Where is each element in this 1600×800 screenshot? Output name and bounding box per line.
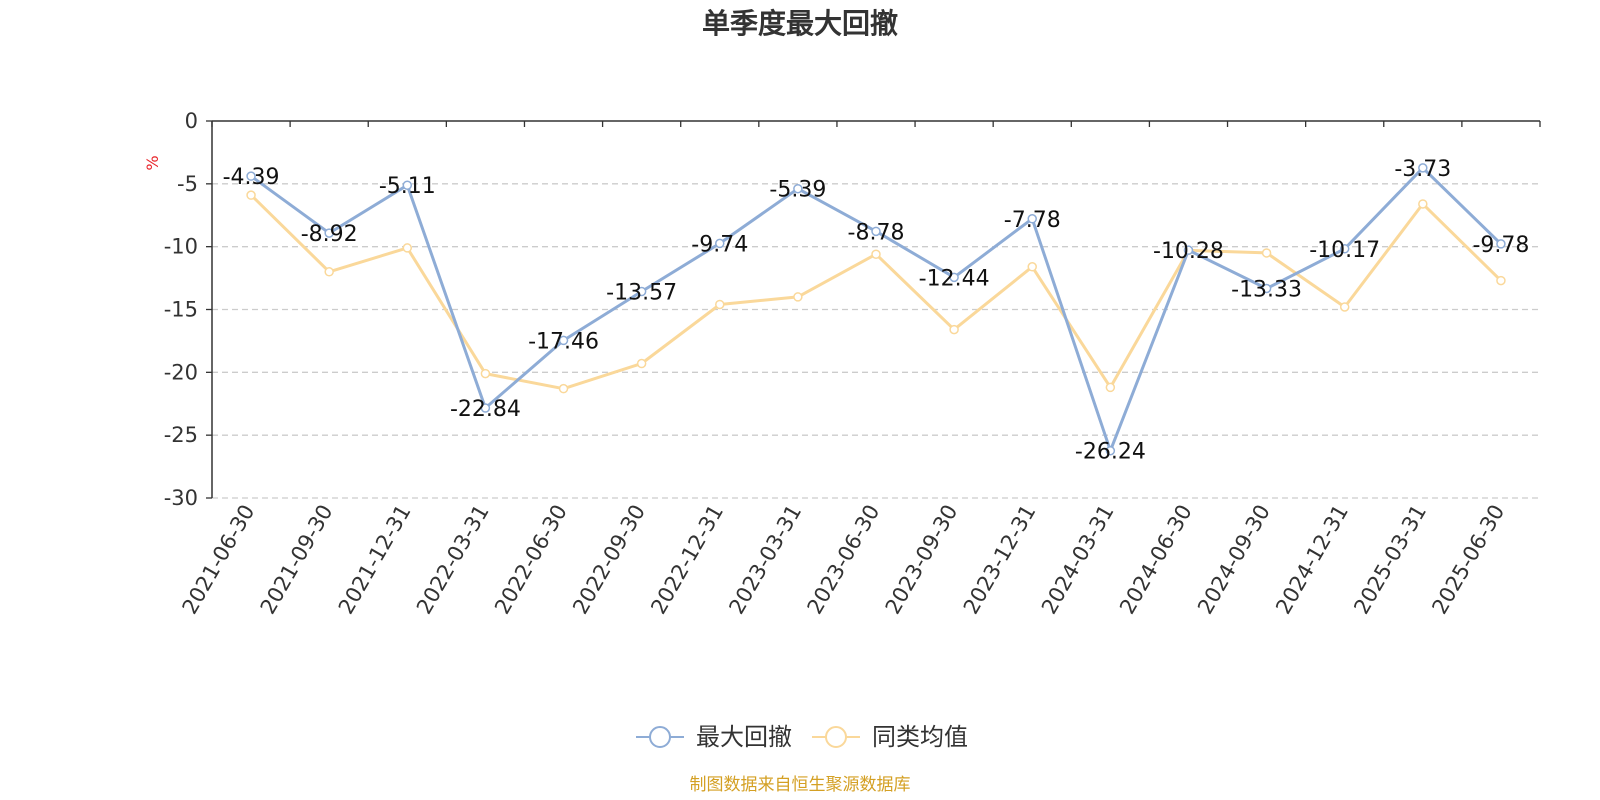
data-point — [480, 403, 491, 413]
data-label: -12.44 — [919, 266, 990, 291]
data-point — [1183, 245, 1194, 255]
data-label: -9.74 — [691, 232, 748, 257]
y-axis-unit-label: % — [143, 155, 162, 170]
data-point — [1105, 445, 1116, 456]
x-tick-label: 2022-12-31 — [646, 501, 728, 619]
data-point — [1339, 244, 1350, 254]
x-tick-label: 2021-09-30 — [256, 501, 338, 619]
x-tick-label: 2025-03-31 — [1349, 501, 1431, 619]
x-tick-label: 2022-06-30 — [490, 501, 572, 619]
data-point — [1105, 382, 1116, 393]
data-point — [558, 383, 569, 394]
y-tick-label: 0 — [185, 109, 198, 133]
x-tick-label: 2023-03-31 — [724, 501, 806, 619]
legend-swatch-marker — [649, 726, 671, 748]
data-point — [949, 272, 959, 283]
x-tick-label: 2024-09-30 — [1193, 501, 1275, 619]
x-tick-label: 2021-12-31 — [334, 501, 416, 619]
y-tick-label: -30 — [164, 486, 198, 510]
data-point — [871, 226, 881, 237]
data-point — [793, 292, 803, 302]
data-label: -7.78 — [1004, 208, 1061, 233]
data-point — [715, 238, 725, 249]
data-point — [324, 228, 334, 238]
x-tick-label: 2024-12-31 — [1271, 501, 1353, 619]
x-tick-label: 2022-03-31 — [412, 500, 494, 618]
data-point — [1496, 239, 1506, 249]
legend-item[interactable]: 最大回撤 — [636, 723, 792, 751]
data-point — [793, 183, 803, 194]
y-tick-label: -5 — [177, 172, 198, 196]
y-tick-label: -10 — [164, 235, 198, 259]
data-label: -10.28 — [1153, 239, 1224, 264]
legend-label: 最大回撤 — [696, 723, 792, 751]
x-tick-label: 2024-06-30 — [1115, 501, 1197, 619]
data-point — [1261, 283, 1272, 294]
data-label: -3.73 — [1394, 157, 1451, 182]
x-tick-label: 2023-09-30 — [881, 501, 963, 619]
x-tick-label: 2024-03-31 — [1037, 501, 1119, 619]
data-point — [480, 368, 491, 379]
data-label: -8.92 — [301, 222, 358, 247]
axes: 0-5-10-15-20-25-302021-06-302021-09-3020… — [164, 109, 1541, 619]
data-point — [949, 324, 959, 335]
x-tick-label: 2025-06-30 — [1427, 501, 1509, 619]
data-point — [558, 335, 569, 346]
data-point — [1418, 199, 1428, 209]
legend-item[interactable]: 同类均值 — [812, 723, 968, 751]
data-point — [402, 243, 413, 253]
data-label: -22.84 — [450, 397, 521, 422]
data-point — [246, 190, 256, 200]
data-point — [1339, 302, 1350, 312]
grid-lines — [212, 183, 1540, 499]
series-lines — [246, 163, 1506, 456]
data-label: -5.39 — [769, 178, 826, 203]
data-point — [1261, 248, 1272, 258]
y-tick-label: -15 — [164, 298, 198, 322]
data-point — [1027, 214, 1037, 224]
data-label: -4.39 — [223, 165, 280, 190]
data-point — [1496, 275, 1506, 286]
data-labels: -4.39 -8.92 -5.11 -22.84 -17.46 -13.57 -9.74 -5… — [223, 157, 1530, 465]
data-label: -26.24 — [1075, 440, 1146, 465]
data-label: -13.57 — [606, 281, 677, 306]
source-note: 制图数据来自恒生聚源数据库 — [690, 775, 911, 795]
data-label: -13.33 — [1231, 278, 1302, 303]
data-label: -10.17 — [1309, 238, 1380, 263]
data-point — [871, 249, 881, 259]
data-point — [636, 358, 647, 369]
chart-title: 单季度最大回撤 — [702, 7, 898, 40]
x-tick-label: 2022-09-30 — [568, 501, 650, 619]
data-label: -17.46 — [528, 329, 599, 354]
data-point — [1027, 262, 1037, 272]
legend-swatch-marker — [825, 726, 847, 748]
y-tick-label: -20 — [164, 360, 198, 384]
legend[interactable]: 最大回撤 同类均值 — [636, 723, 968, 751]
legend-label: 同类均值 — [872, 723, 968, 751]
x-tick-label: 2021-06-30 — [178, 501, 260, 619]
data-point — [1418, 163, 1428, 173]
data-point — [715, 299, 725, 310]
data-point — [636, 286, 647, 297]
x-tick-label: 2023-12-31 — [959, 501, 1041, 619]
data-point — [402, 180, 413, 190]
x-tick-label: 2023-06-30 — [803, 501, 885, 619]
data-label: -8.78 — [848, 220, 905, 245]
y-tick-label: -25 — [164, 423, 198, 447]
data-point — [246, 171, 256, 181]
data-label: -5.11 — [379, 174, 436, 199]
data-point — [324, 267, 334, 277]
data-label: -9.78 — [1472, 233, 1529, 258]
